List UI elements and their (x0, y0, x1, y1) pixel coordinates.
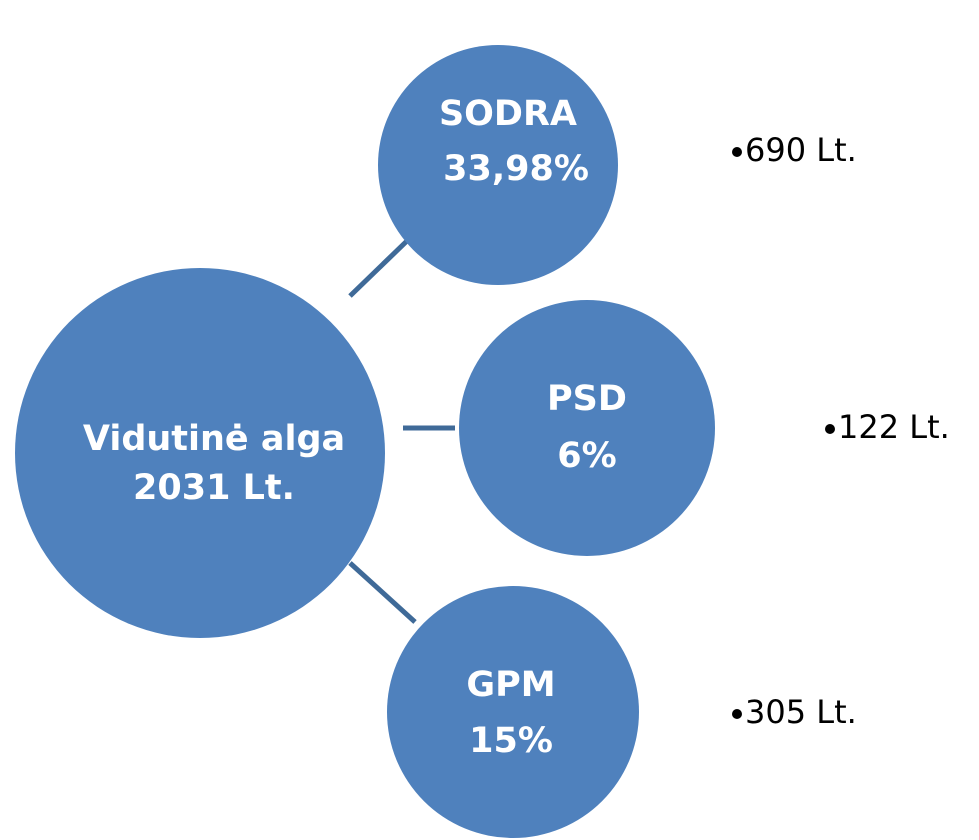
node-label: 15% (469, 721, 553, 761)
bullet (732, 147, 742, 157)
connector (348, 236, 412, 298)
connector (348, 561, 417, 624)
node-label: PSD (547, 379, 627, 419)
center-label: 2031 Lt. (133, 468, 295, 508)
node-label: 33,98% (443, 149, 589, 189)
center-label: Vidutinė alga (83, 419, 345, 459)
node-label: GPM (466, 665, 555, 705)
note: 305 Lt. (745, 693, 857, 731)
note: 122 Lt. (838, 408, 950, 446)
bullet (825, 424, 835, 434)
node (378, 45, 618, 285)
node (459, 300, 715, 556)
center-node (15, 268, 385, 638)
node (387, 586, 639, 838)
bullet (732, 709, 742, 719)
node-label: 6% (557, 436, 616, 476)
node-label: SODRA (439, 94, 577, 134)
note: 690 Lt. (745, 131, 857, 169)
